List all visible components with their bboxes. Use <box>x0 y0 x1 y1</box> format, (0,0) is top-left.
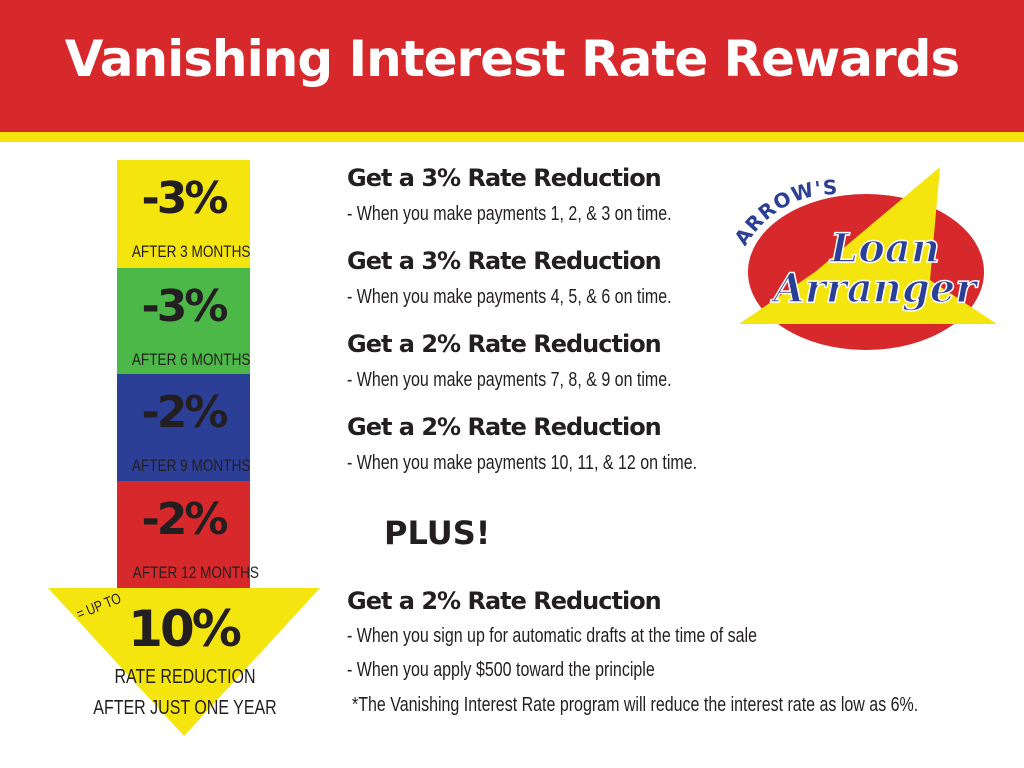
arrow-head-shape <box>48 588 320 736</box>
reward-heading: Get a 2% Rate Reduction <box>347 330 662 358</box>
svg-text:Arranger: Arranger <box>770 265 980 312</box>
step-label: AFTER 3 MONTHS <box>131 242 251 261</box>
step-box-4: -2% AFTER 12 MONTHS <box>117 481 259 588</box>
step-box-1: -3% AFTER 3 MONTHS <box>117 160 250 268</box>
step-label: AFTER 9 MONTHS <box>131 456 251 475</box>
step-label: AFTER 6 MONTHS <box>131 350 251 369</box>
bonus-heading: Get a 2% Rate Reduction <box>347 587 662 615</box>
reward-detail: - When you make payments 10, 11, & 12 on… <box>347 452 698 474</box>
plus-label: PLUS! <box>384 514 491 552</box>
loan-arranger-logo: ARROW'S Loan Arranger <box>735 167 997 350</box>
total-percent: 10% <box>128 600 242 658</box>
total-line-1: RATE REDUCTION <box>114 666 256 688</box>
step-box-3: -2% AFTER 9 MONTHS <box>117 374 250 481</box>
page-title: Vanishing Interest Rate Rewards <box>64 30 960 88</box>
total-line-2: AFTER JUST ONE YEAR <box>93 697 277 719</box>
step-label: AFTER 12 MONTHS <box>132 563 259 582</box>
header-banner <box>0 0 1024 132</box>
step-percent: -3% <box>141 173 229 224</box>
bonus-line-1: - When you sign up for automatic drafts … <box>347 625 757 647</box>
svg-text:Loan: Loan <box>829 225 940 272</box>
step-percent: -2% <box>141 387 229 438</box>
header-stripe <box>0 132 1024 142</box>
footnote: *The Vanishing Interest Rate program wil… <box>352 694 919 716</box>
bonus-line-2: - When you apply $500 toward the princip… <box>347 659 655 681</box>
reward-heading: Get a 3% Rate Reduction <box>347 164 662 192</box>
reward-detail: - When you make payments 1, 2, & 3 on ti… <box>347 203 672 225</box>
reward-heading: Get a 3% Rate Reduction <box>347 247 662 275</box>
step-box-2: -3% AFTER 6 MONTHS <box>117 268 250 374</box>
step-percent: -2% <box>141 494 229 545</box>
reward-heading: Get a 2% Rate Reduction <box>347 413 662 441</box>
reward-detail: - When you make payments 7, 8, & 9 on ti… <box>347 369 672 391</box>
reward-detail: - When you make payments 4, 5, & 6 on ti… <box>347 286 672 308</box>
step-percent: -3% <box>141 281 229 332</box>
